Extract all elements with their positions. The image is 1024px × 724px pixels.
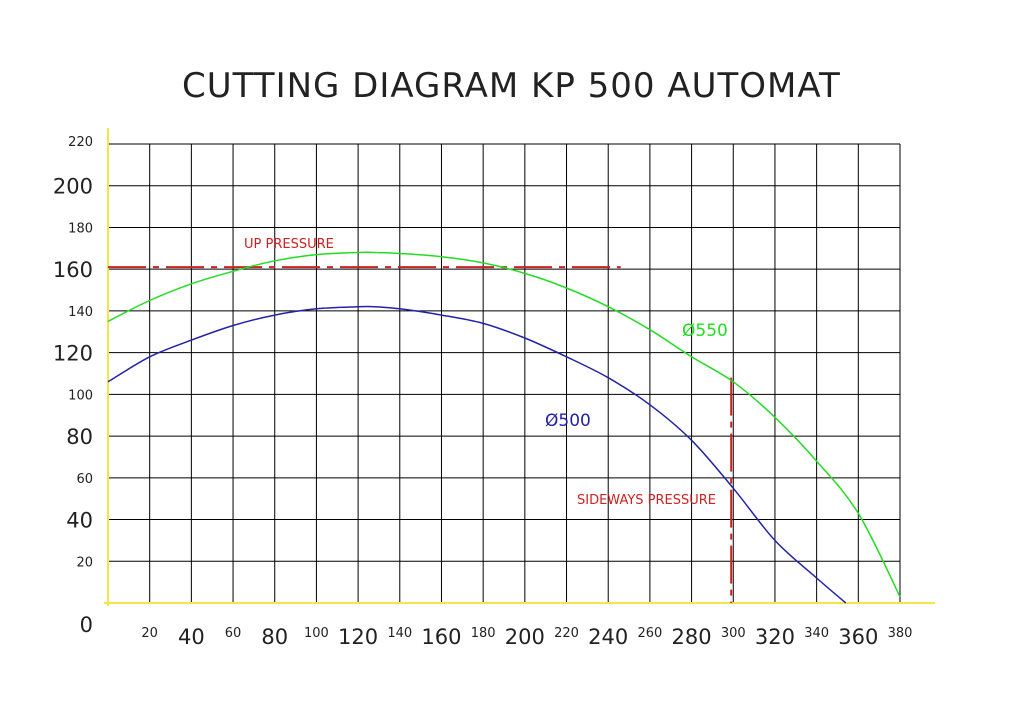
x-tick-label: 20 xyxy=(141,626,158,641)
x-tick-label: 80 xyxy=(261,625,288,649)
axes xyxy=(104,128,935,606)
x-tick-label: 360 xyxy=(838,625,878,649)
sideways-pressure-label: SIDEWAYS PRESSURE xyxy=(577,493,716,508)
y-tick-label: 60 xyxy=(76,472,93,487)
x-tick-label: 240 xyxy=(588,625,628,649)
x-tick-labels: 20 40 60 80 100 120 140 160 180 200 220 240 260 280 30… xyxy=(141,625,912,649)
x-tick-label: 280 xyxy=(672,625,712,649)
y-tick-label: 220 xyxy=(68,135,93,150)
label-d500: Ø500 xyxy=(545,411,591,431)
y-tick-labels: 0 20 40 60 80 100 120 140 160 180 200 220 xyxy=(53,135,93,637)
y-tick-label: 200 xyxy=(53,175,93,199)
x-tick-label: 40 xyxy=(178,625,205,649)
x-tick-label: 120 xyxy=(338,625,378,649)
x-tick-label: 320 xyxy=(755,625,795,649)
curve-d500 xyxy=(107,305,847,604)
series-curves: Ø550 Ø500 xyxy=(107,251,901,604)
label-d550: Ø550 xyxy=(682,321,728,341)
x-tick-label: 220 xyxy=(554,626,579,641)
y-tick-label: 180 xyxy=(68,221,93,236)
x-tick-label: 60 xyxy=(225,626,242,641)
x-tick-label: 160 xyxy=(421,625,461,649)
chart-title: CUTTING DIAGRAM KP 500 AUTOMAT xyxy=(182,66,841,106)
x-tick-label: 300 xyxy=(721,626,746,641)
y-tick-label: 100 xyxy=(68,388,93,403)
x-tick-label: 100 xyxy=(304,626,329,641)
y-tick-label: 40 xyxy=(66,509,93,533)
x-tick-label: 180 xyxy=(471,626,496,641)
x-tick-label: 340 xyxy=(804,626,829,641)
x-tick-label: 140 xyxy=(387,626,412,641)
up-pressure-label: UP PRESSURE xyxy=(244,237,334,252)
y-tick-label: 80 xyxy=(66,425,93,449)
pressure-annotations: UP PRESSURE SIDEWAYS PRESSURE xyxy=(108,237,733,603)
y-tick-label: 160 xyxy=(53,258,93,282)
x-tick-label: 380 xyxy=(888,626,913,641)
grid-lines xyxy=(108,143,901,603)
y-tick-label: 120 xyxy=(53,342,93,366)
x-tick-label: 260 xyxy=(637,626,662,641)
y-tick-label: 140 xyxy=(68,305,93,320)
x-tick-label: 200 xyxy=(505,625,545,649)
y-tick-label: 0 xyxy=(80,613,93,637)
curve-d550 xyxy=(107,251,901,598)
y-tick-label: 20 xyxy=(76,555,93,570)
